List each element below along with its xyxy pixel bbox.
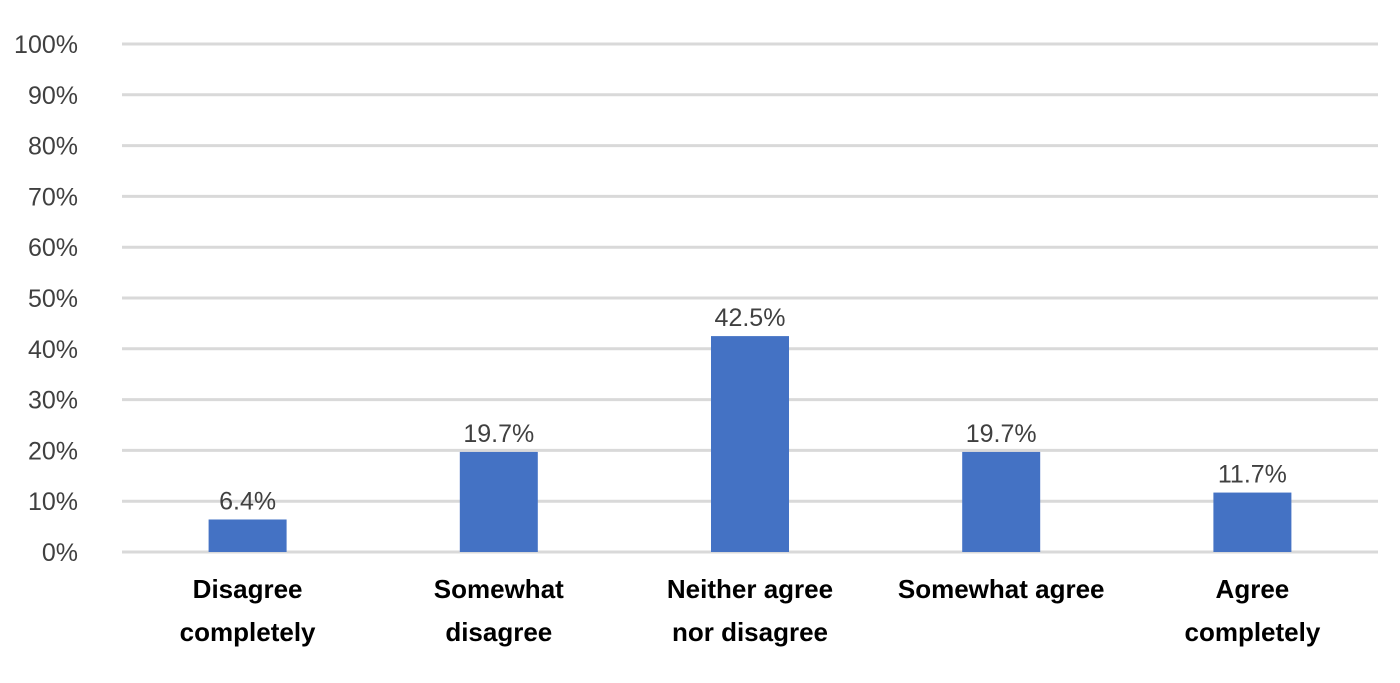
y-tick-label: 10% (28, 488, 78, 516)
y-tick-label: 20% (28, 437, 78, 465)
data-label: 42.5% (715, 304, 786, 332)
y-tick-label: 40% (28, 336, 78, 364)
bar (711, 336, 789, 552)
data-labels: 6.4% 19.7% 42.5% 19.7% 11.7% (219, 304, 1287, 515)
y-tick-label: 50% (28, 285, 78, 313)
y-tick-label: 100% (14, 31, 78, 59)
category-label: Agree completely (1184, 574, 1320, 647)
bars (208, 336, 1292, 552)
data-label: 19.7% (463, 420, 534, 448)
y-tick-label: 0% (42, 539, 78, 567)
bar (962, 451, 1041, 552)
category-label-line: Somewhat (434, 574, 564, 604)
bar (1213, 492, 1292, 552)
y-tick-label: 90% (28, 82, 78, 110)
category-label: Somewhat disagree (434, 574, 564, 647)
category-label: Somewhat agree (898, 574, 1105, 604)
category-labels: Disagree completely Somewhat disagree Neithe… (180, 574, 1321, 647)
bar (459, 451, 538, 552)
y-tick-label: 30% (28, 387, 78, 415)
category-label: Disagree completely (180, 574, 316, 647)
y-tick-label: 70% (28, 183, 78, 211)
category-label-line: Neither agree (667, 574, 833, 604)
y-tick-label: 80% (28, 133, 78, 161)
category-label-line: Somewhat agree (898, 574, 1105, 604)
y-tick-label: 60% (28, 234, 78, 262)
y-axis-tick-labels: 0% 10% 20% 30% 40% 50% 60% 70% 80% 90% 100% (14, 31, 78, 567)
category-label: Neither agree nor disagree (667, 574, 833, 647)
bar (208, 519, 287, 552)
data-label: 6.4% (219, 487, 276, 515)
data-label: 11.7% (1218, 461, 1287, 489)
data-label: 19.7% (966, 420, 1037, 448)
category-label-line: nor disagree (672, 617, 828, 647)
category-label-line: completely (1184, 617, 1320, 647)
category-label-line: completely (180, 617, 316, 647)
category-label-line: Disagree (193, 574, 303, 604)
category-label-line: disagree (445, 617, 552, 647)
category-label-line: Agree (1216, 574, 1290, 604)
